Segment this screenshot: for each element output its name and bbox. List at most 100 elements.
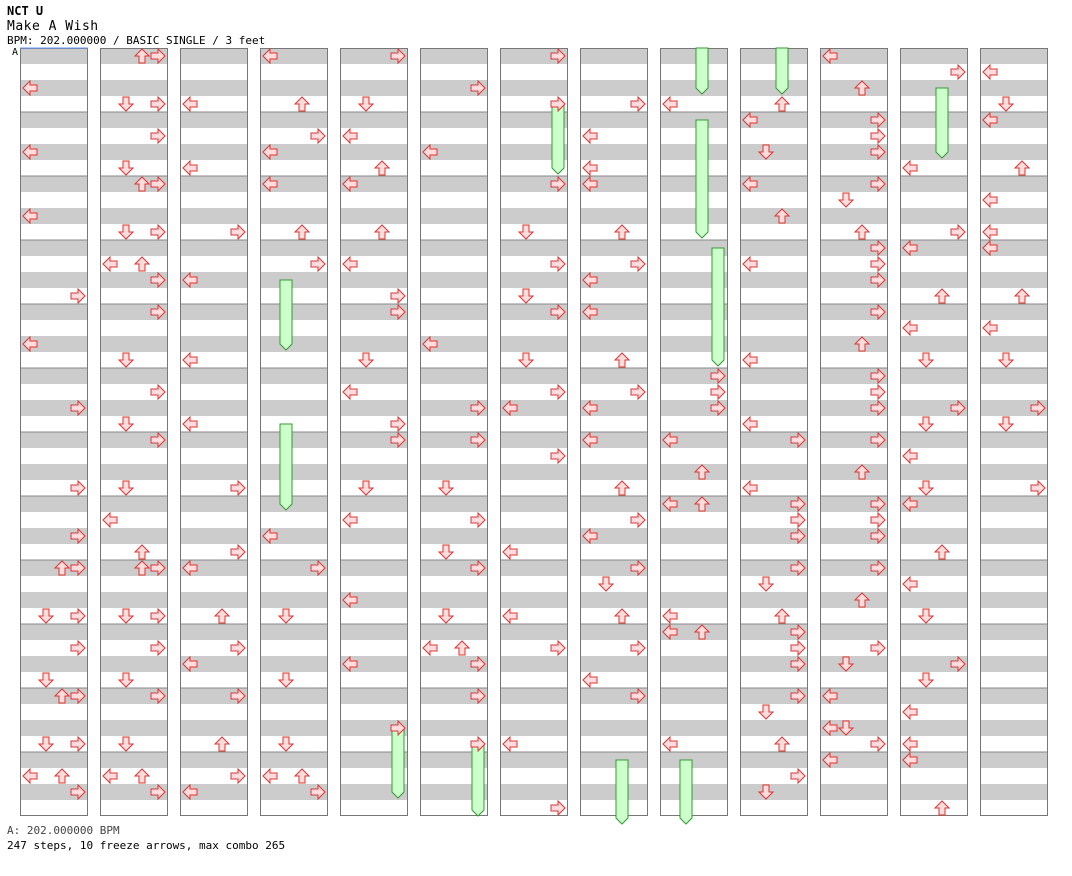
right-arrow	[70, 783, 86, 801]
beat-stripe	[100, 48, 168, 64]
left-arrow	[982, 191, 998, 209]
beat-stripe	[500, 176, 568, 192]
beat-stripe	[180, 112, 248, 128]
bpm-marker-label: A	[12, 47, 19, 58]
beat-stripe	[500, 496, 568, 512]
beat-stripe	[100, 304, 168, 320]
right-arrow	[870, 639, 886, 657]
beat-stripe	[740, 432, 808, 448]
down-arrow	[837, 192, 855, 208]
beat-stripe	[580, 528, 648, 544]
beat-stripe	[820, 144, 888, 160]
beat-stripe	[580, 656, 648, 672]
beat-stripe	[20, 368, 88, 384]
left-arrow	[582, 271, 598, 289]
left-arrow	[502, 735, 518, 753]
beat-stripe	[420, 400, 488, 416]
left-arrow	[582, 671, 598, 689]
freeze-arrow	[695, 47, 709, 95]
up-arrow	[133, 560, 151, 576]
beat-stripe	[660, 176, 728, 192]
right-arrow	[230, 479, 246, 497]
left-arrow	[102, 255, 118, 273]
beat-stripe	[740, 528, 808, 544]
right-arrow	[870, 239, 886, 257]
right-arrow	[230, 223, 246, 241]
beat-stripe	[580, 144, 648, 160]
beat-stripe	[20, 304, 88, 320]
chart-info: BPM: 202.000000 / BASIC SINGLE / 3 feet	[7, 34, 266, 47]
right-arrow	[390, 431, 406, 449]
freeze-arrow	[775, 47, 789, 95]
left-arrow	[582, 159, 598, 177]
left-arrow	[582, 303, 598, 321]
left-arrow	[982, 111, 998, 129]
beat-stripe	[580, 176, 648, 192]
beat-stripe	[740, 112, 808, 128]
beat-stripe	[20, 400, 88, 416]
beat-stripe	[420, 720, 488, 736]
beat-stripe	[500, 592, 568, 608]
up-arrow	[213, 736, 231, 752]
beat-stripe	[420, 432, 488, 448]
left-arrow	[662, 431, 678, 449]
right-arrow	[1030, 399, 1046, 417]
beat-stripe	[340, 48, 408, 64]
beat-stripe	[340, 208, 408, 224]
beat-stripe	[500, 144, 568, 160]
beat-stripe	[820, 656, 888, 672]
down-arrow	[357, 96, 375, 112]
beat-stripe	[100, 272, 168, 288]
down-arrow	[757, 144, 775, 160]
beat-stripe	[180, 496, 248, 512]
down-arrow	[117, 736, 135, 752]
right-arrow	[550, 303, 566, 321]
left-arrow	[22, 207, 38, 225]
beat-stripe	[20, 496, 88, 512]
right-arrow	[550, 47, 566, 65]
beat-stripe	[900, 144, 968, 160]
left-arrow	[22, 79, 38, 97]
beat-stripe	[100, 464, 168, 480]
left-arrow	[262, 527, 278, 545]
beat-stripe	[340, 592, 408, 608]
beat-stripe	[500, 464, 568, 480]
beat-stripe	[260, 688, 328, 704]
right-arrow	[390, 287, 406, 305]
up-arrow	[773, 736, 791, 752]
bpm-legend: A: 202.000000 BPM	[7, 824, 120, 837]
right-arrow	[230, 767, 246, 785]
left-arrow	[662, 735, 678, 753]
right-arrow	[630, 559, 646, 577]
freeze-arrow	[279, 423, 293, 511]
left-arrow	[902, 703, 918, 721]
down-arrow	[437, 480, 455, 496]
beat-stripe	[260, 336, 328, 352]
up-arrow	[853, 336, 871, 352]
beat-stripe	[500, 720, 568, 736]
beat-stripe	[900, 48, 968, 64]
beat-stripe	[20, 624, 88, 640]
right-arrow	[710, 399, 726, 417]
beat-stripe	[340, 528, 408, 544]
down-arrow	[117, 224, 135, 240]
beat-stripe	[980, 720, 1048, 736]
beat-stripe	[180, 528, 248, 544]
beat-stripe	[20, 240, 88, 256]
left-arrow	[582, 399, 598, 417]
beat-stripe	[260, 624, 328, 640]
right-arrow	[710, 367, 726, 385]
up-arrow	[853, 80, 871, 96]
right-arrow	[550, 639, 566, 657]
beat-stripe	[660, 592, 728, 608]
right-arrow	[150, 127, 166, 145]
left-arrow	[822, 719, 838, 737]
beat-stripe	[500, 560, 568, 576]
beat-stripe	[740, 592, 808, 608]
right-arrow	[630, 687, 646, 705]
beat-stripe	[340, 176, 408, 192]
beat-stripe	[340, 80, 408, 96]
beat-stripe	[740, 144, 808, 160]
beat-stripe	[980, 144, 1048, 160]
right-arrow	[70, 399, 86, 417]
